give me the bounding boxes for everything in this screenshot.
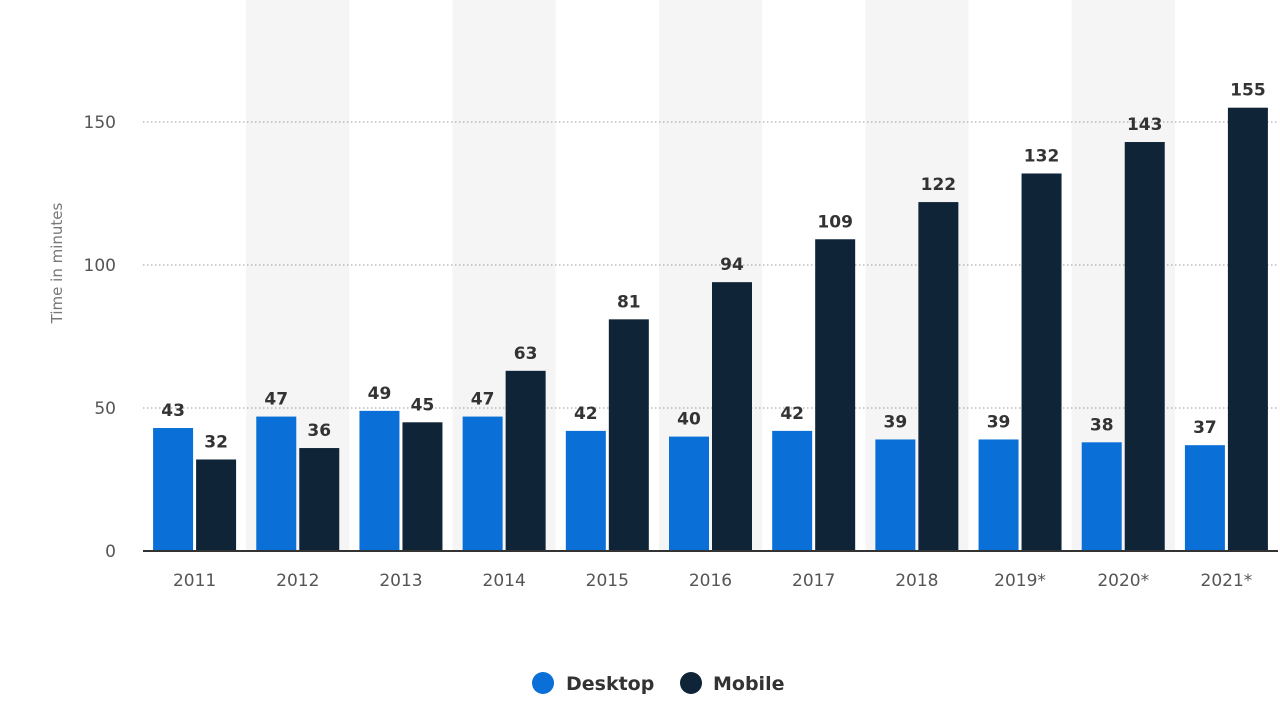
x-tick-label: 2012 [276,571,319,591]
legend-label-mobile: Mobile [713,673,784,695]
bar-mobile [918,202,959,551]
data-label-desktop: 42 [780,404,804,424]
bar-mobile [1021,173,1062,552]
data-labels: 43 32 47 36 49 45 47 63 42 81 40 94 42 109 39 122 39 132 3… [161,81,1265,453]
data-label-mobile: 109 [817,212,853,232]
data-label-desktop: 49 [368,384,392,404]
x-tick-label: 2018 [895,571,938,591]
bar-mobile [712,282,752,551]
data-label-desktop: 43 [161,401,185,421]
x-tick-label: 2015 [586,571,629,591]
x-tick-label: 2013 [379,571,422,591]
bar-mobile [1227,107,1268,551]
bar-mobile [196,459,237,551]
bar-desktop [256,416,297,551]
y-tick-label: 100 [84,256,116,276]
bar-mobile [299,448,340,551]
legend-marker-desktop [532,672,554,694]
bar-mobile [505,370,546,551]
y-axis-title: Time in minutes [48,202,66,324]
x-tick-label: 2016 [689,571,732,591]
bar-mobile [1124,142,1165,551]
bar-desktop [875,439,916,551]
bars [153,107,1268,552]
data-label-mobile: 143 [1127,115,1163,135]
legend-marker-mobile [680,672,702,694]
data-label-mobile: 36 [307,421,331,441]
x-tick-label: 2019* [994,571,1046,591]
bar-mobile [402,422,443,551]
data-label-desktop: 37 [1193,418,1217,438]
data-label-mobile: 63 [514,344,538,364]
x-tick-label: 2011 [173,571,216,591]
bar-desktop [978,439,1019,551]
bar-desktop [462,416,503,551]
bar-desktop [1081,442,1122,551]
data-label-desktop: 40 [677,410,701,430]
grid-lines [143,121,1278,409]
y-tick-label: 50 [94,399,116,419]
bar-mobile [608,319,649,551]
data-label-mobile: 45 [411,395,435,415]
data-label-desktop: 47 [471,390,495,410]
bar-desktop [565,430,606,551]
data-label-desktop: 47 [264,390,288,410]
bar-desktop [1184,445,1225,551]
y-axis: 0 50 100 150 [84,113,116,562]
y-tick-label: 0 [105,542,116,562]
bar-desktop [359,410,400,551]
data-label-mobile: 155 [1230,81,1266,101]
x-axis: 2011 2012 2013 2014 2015 2016 2017 2018 2019* 202… [143,550,1278,591]
legend: Desktop Mobile [532,672,784,695]
bar-desktop [153,428,194,551]
x-tick-label: 2017 [792,571,835,591]
y-tick-label: 150 [84,113,116,133]
x-tick-label: 2021* [1201,571,1253,591]
x-tick-label: 2020* [1097,571,1149,591]
x-tick-label: 2014 [483,571,526,591]
data-label-mobile: 94 [720,255,744,275]
data-label-desktop: 42 [574,404,598,424]
bar-mobile [815,239,856,551]
data-label-mobile: 122 [921,175,957,195]
data-label-desktop: 39 [987,412,1011,432]
data-label-mobile: 81 [617,292,641,312]
data-label-desktop: 39 [884,412,908,432]
data-label-mobile: 32 [204,432,228,452]
bar-desktop [772,430,813,551]
data-label-mobile: 132 [1024,146,1060,166]
data-label-desktop: 38 [1090,415,1114,435]
legend-label-desktop: Desktop [566,673,654,695]
bar-desktop [669,436,709,551]
